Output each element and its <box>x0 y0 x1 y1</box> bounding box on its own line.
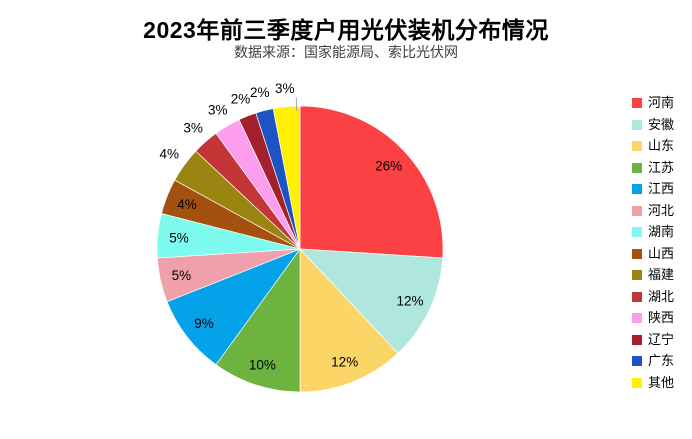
data-label-8: 4% <box>160 147 180 162</box>
data-label-0: 26% <box>375 159 402 174</box>
legend-item-3: 江苏 <box>632 159 675 176</box>
legend-item-label: 福建 <box>648 267 675 282</box>
pie-slice-2 <box>299 248 399 393</box>
data-label-10: 3% <box>208 103 228 118</box>
data-label-1: 12% <box>396 294 423 309</box>
legend-item-label: 辽宁 <box>648 331 675 347</box>
legend-swatch-icon <box>632 205 642 216</box>
legend-item-label: 河南 <box>648 95 675 110</box>
legend: 河南安徽山东江苏江西河北湖南山西福建湖北陕西辽宁广东其他 <box>632 95 675 391</box>
data-label-12: 2% <box>250 85 270 100</box>
legend-swatch-icon <box>632 377 642 388</box>
data-label-6: 5% <box>169 230 189 245</box>
legend-swatch-icon <box>632 98 642 109</box>
data-label-5: 5% <box>172 268 192 283</box>
legend-item-4: 江西 <box>632 181 675 197</box>
data-label-4: 9% <box>194 316 214 331</box>
data-label-11: 2% <box>231 92 251 107</box>
legend-item-12: 广东 <box>632 353 675 369</box>
legend-item-11: 辽宁 <box>632 331 675 348</box>
legend-swatch-icon <box>632 162 642 173</box>
data-label-7: 4% <box>177 197 197 212</box>
legend-swatch-icon <box>632 141 642 152</box>
pie-slice-0 <box>299 105 444 259</box>
legend-item-label: 其他 <box>648 374 675 390</box>
legend-swatch-icon <box>632 227 642 238</box>
data-label-9: 3% <box>183 121 203 136</box>
legend-item-label: 湖南 <box>648 224 675 239</box>
legend-item-0: 河南 <box>632 95 675 111</box>
legend-swatch-icon <box>632 291 642 302</box>
legend-swatch-icon <box>632 270 642 281</box>
legend-swatch-icon <box>632 119 642 130</box>
data-label-2: 12% <box>331 355 358 370</box>
legend-item-10: 陕西 <box>632 310 675 326</box>
legend-item-5: 河北 <box>632 202 675 219</box>
legend-item-6: 湖南 <box>632 224 675 240</box>
legend-swatch-icon <box>632 184 642 195</box>
pie-slice-13 <box>272 105 301 250</box>
legend-item-label: 陕西 <box>648 310 675 325</box>
chart-title: 2023年前三季度户用光伏装机分布情况 <box>143 17 549 43</box>
legend-item-label: 江苏 <box>648 159 675 175</box>
legend-item-label: 湖北 <box>648 288 675 304</box>
pie-slice-3 <box>215 247 301 393</box>
legend-item-8: 福建 <box>632 267 675 283</box>
chart-subtitle: 数据来源：国家能源局、索比光伏网 <box>234 44 458 60</box>
legend-item-label: 广东 <box>648 353 675 368</box>
data-label-13: 3% <box>275 81 295 96</box>
legend-item-label: 安徽 <box>648 116 675 132</box>
legend-swatch-icon <box>632 248 642 259</box>
legend-swatch-icon <box>632 313 642 324</box>
data-label-3: 10% <box>249 357 276 372</box>
legend-item-2: 山东 <box>632 138 675 154</box>
legend-item-label: 江西 <box>648 181 675 196</box>
pie-slice-4 <box>166 248 301 366</box>
legend-item-7: 山西 <box>632 245 675 262</box>
legend-item-9: 湖北 <box>632 288 675 305</box>
legend-item-label: 山东 <box>648 138 675 153</box>
legend-swatch-icon <box>632 356 642 367</box>
legend-item-13: 其他 <box>632 374 675 391</box>
legend-item-label: 河北 <box>648 202 675 218</box>
pie-slice-1 <box>299 248 444 354</box>
legend-swatch-icon <box>632 334 642 345</box>
legend-item-label: 山西 <box>648 245 675 261</box>
legend-item-1: 安徽 <box>632 116 675 133</box>
